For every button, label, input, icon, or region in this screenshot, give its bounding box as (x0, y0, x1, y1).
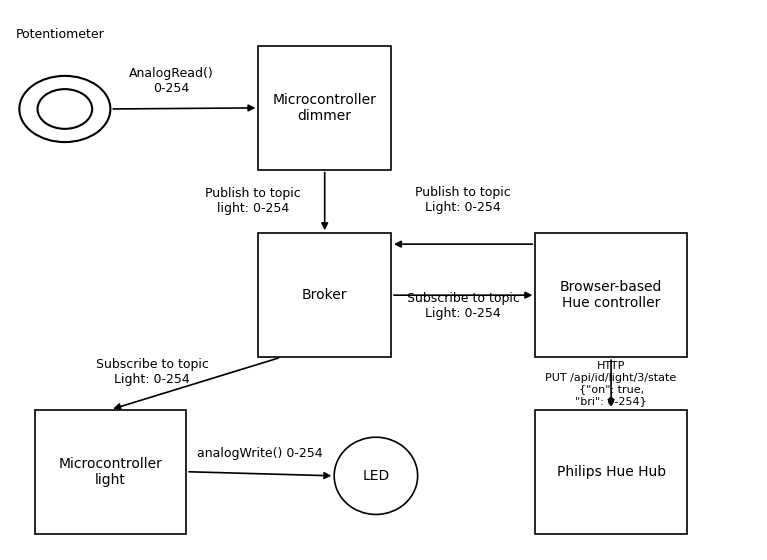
FancyBboxPatch shape (258, 45, 391, 170)
Text: HTTP
PUT /api/id/light/3/state
{"on": true,
"bri": 0-254}: HTTP PUT /api/id/light/3/state {"on": tr… (545, 361, 676, 406)
Text: Subscribe to topic
Light: 0-254: Subscribe to topic Light: 0-254 (96, 358, 209, 386)
FancyBboxPatch shape (535, 233, 687, 357)
FancyBboxPatch shape (35, 410, 186, 534)
Text: Browser-based
Hue controller: Browser-based Hue controller (560, 280, 662, 310)
Text: Publish to topic
light: 0-254: Publish to topic light: 0-254 (205, 188, 301, 216)
Text: Microcontroller
dimmer: Microcontroller dimmer (273, 92, 377, 123)
Text: Philips Hue Hub: Philips Hue Hub (557, 465, 666, 479)
Text: Publish to topic
Light: 0-254: Publish to topic Light: 0-254 (415, 186, 511, 214)
Text: Potentiometer: Potentiometer (15, 28, 104, 41)
Text: Subscribe to topic
Light: 0-254: Subscribe to topic Light: 0-254 (407, 292, 519, 320)
Text: Broker: Broker (302, 288, 347, 302)
Text: AnalogRead()
0-254: AnalogRead() 0-254 (129, 67, 213, 95)
Text: LED: LED (362, 469, 390, 483)
FancyBboxPatch shape (258, 233, 391, 357)
Text: Microcontroller
light: Microcontroller light (58, 456, 163, 487)
FancyBboxPatch shape (535, 410, 687, 534)
Text: analogWrite() 0-254: analogWrite() 0-254 (197, 447, 323, 460)
